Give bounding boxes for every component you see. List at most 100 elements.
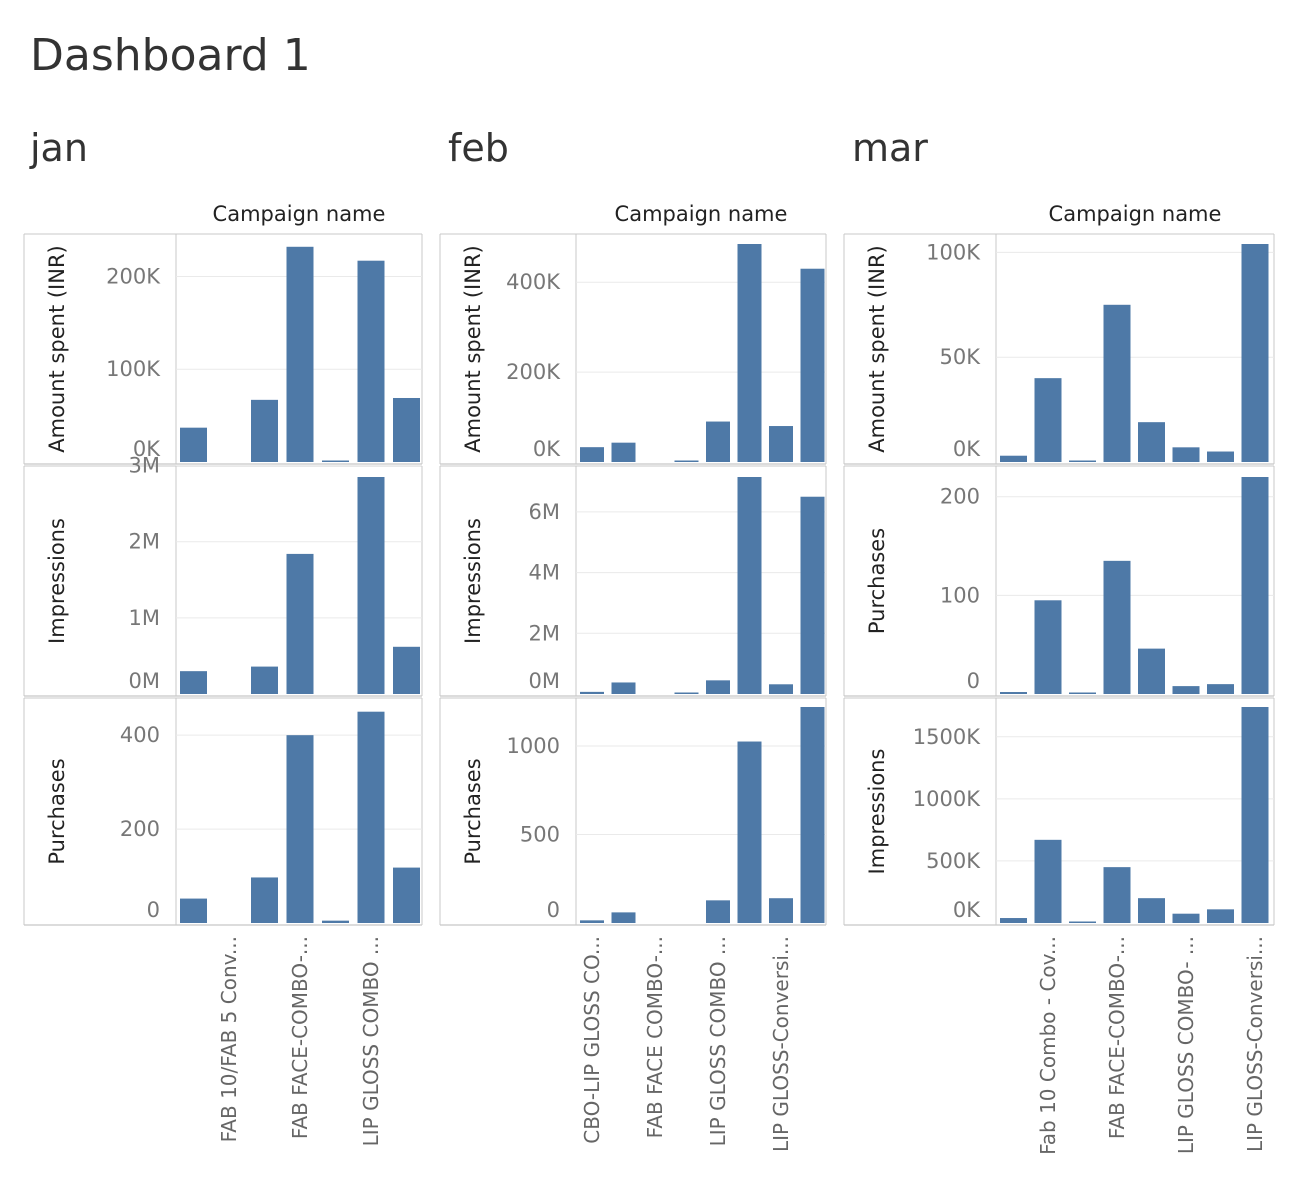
y-axis-title: Amount spent (INR) — [45, 245, 69, 453]
y-axis-title: Purchases — [865, 528, 889, 634]
column-header-feb: Campaign name — [614, 202, 788, 226]
bar — [800, 496, 825, 694]
bar — [706, 421, 730, 462]
bar — [1172, 447, 1200, 462]
bar — [737, 244, 762, 462]
bar — [357, 260, 385, 462]
x-tick-label: FAB 10/FAB 5 Conv... — [217, 936, 241, 1142]
x-tick-label: LIP GLOSS COMBO- ... — [1174, 936, 1198, 1154]
y-axis-title: Purchases — [461, 758, 485, 864]
y-tick-label: 200K — [506, 360, 561, 384]
bar — [769, 898, 793, 923]
y-tick-label: 1500K — [913, 725, 981, 749]
y-tick-label: 1000K — [913, 787, 981, 811]
x-tick-label: Fab 10 Combo - Cov... — [1036, 936, 1060, 1155]
bar — [1138, 898, 1165, 923]
bar — [611, 442, 636, 462]
bar — [674, 460, 699, 462]
y-tick-label: 0 — [147, 898, 160, 922]
y-tick-label: 0 — [967, 669, 980, 693]
x-tick-label: FAB FACE-COMBO-... — [288, 936, 312, 1139]
bar — [769, 426, 793, 462]
column-header-jan: Campaign name — [212, 202, 386, 226]
y-tick-label: 0K — [533, 437, 561, 461]
bar — [393, 867, 420, 923]
bar — [1241, 477, 1269, 694]
bar — [1000, 692, 1027, 694]
y-axis-title: Amount spent (INR) — [461, 245, 485, 453]
bar — [800, 268, 825, 462]
y-tick-label: 0M — [529, 669, 560, 693]
x-tick-label: FAB FACE COMBO-... — [643, 936, 667, 1138]
y-tick-label: 100K — [106, 357, 161, 381]
y-tick-label: 50K — [940, 345, 982, 369]
y-axis-title: Impressions — [45, 518, 69, 644]
y-axis-title: Purchases — [45, 758, 69, 864]
bar — [180, 671, 207, 694]
y-tick-label: 4M — [529, 561, 560, 585]
bar — [1138, 648, 1165, 694]
y-tick-label: 0K — [953, 437, 981, 461]
y-axis-title: Amount spent (INR) — [865, 245, 889, 453]
bar — [737, 741, 762, 923]
x-tick-label: LIP GLOSS COMBO ... — [359, 936, 383, 1146]
bar — [286, 553, 314, 694]
y-tick-label: 3M — [129, 454, 160, 478]
y-tick-label: 200 — [120, 817, 160, 841]
panel-title-mar: mar — [852, 126, 928, 170]
y-tick-label: 1000 — [507, 734, 560, 758]
bar — [322, 920, 349, 923]
x-tick-label: LIP GLOSS COMBO ... — [706, 936, 730, 1146]
bar — [1000, 918, 1027, 923]
y-tick-label: 200 — [940, 485, 980, 509]
y-tick-label: 1M — [129, 606, 160, 630]
bar — [1069, 460, 1096, 462]
bar — [1172, 686, 1200, 694]
y-tick-label: 0K — [133, 437, 161, 461]
bar — [706, 900, 730, 923]
y-tick-label: 0K — [953, 898, 981, 922]
bar — [1207, 451, 1234, 462]
bar — [1034, 378, 1062, 462]
bar — [1034, 839, 1062, 923]
bar — [611, 682, 636, 694]
bar — [251, 399, 278, 462]
bar — [1069, 692, 1096, 694]
bar — [674, 692, 699, 694]
bar — [800, 707, 825, 923]
bar — [251, 666, 278, 694]
bar — [1207, 684, 1234, 694]
bar — [1103, 304, 1131, 462]
y-tick-label: 400K — [506, 270, 561, 294]
x-tick-label: CBO-LIP GLOSS CO... — [580, 936, 604, 1144]
bar — [180, 427, 207, 462]
bar — [1069, 921, 1096, 923]
y-tick-label: 2M — [129, 530, 160, 554]
bar — [611, 912, 636, 923]
bar — [393, 397, 420, 462]
y-tick-label: 0 — [547, 898, 560, 922]
bar — [1138, 422, 1165, 462]
bar — [286, 735, 314, 923]
panel-title-feb: feb — [448, 126, 509, 170]
y-axis-title: Impressions — [461, 518, 485, 644]
bar — [1241, 244, 1269, 462]
bar — [286, 246, 314, 462]
bar — [1172, 913, 1200, 923]
x-tick-label: LIP GLOSS-Conversi... — [1243, 936, 1267, 1152]
y-tick-label: 500K — [926, 849, 981, 873]
bar — [580, 920, 604, 923]
column-header-mar: Campaign name — [1048, 202, 1222, 226]
y-tick-label: 100K — [926, 240, 981, 264]
panel-title-jan: jan — [30, 126, 88, 170]
bar — [737, 477, 762, 694]
bar — [393, 646, 420, 694]
y-tick-label: 100 — [940, 583, 980, 607]
bar — [1207, 909, 1234, 923]
bar — [580, 691, 604, 694]
x-tick-label: FAB FACE-COMBO-... — [1105, 936, 1129, 1139]
y-axis-title: Impressions — [865, 749, 889, 875]
bar — [180, 898, 207, 923]
bar — [1103, 867, 1131, 923]
